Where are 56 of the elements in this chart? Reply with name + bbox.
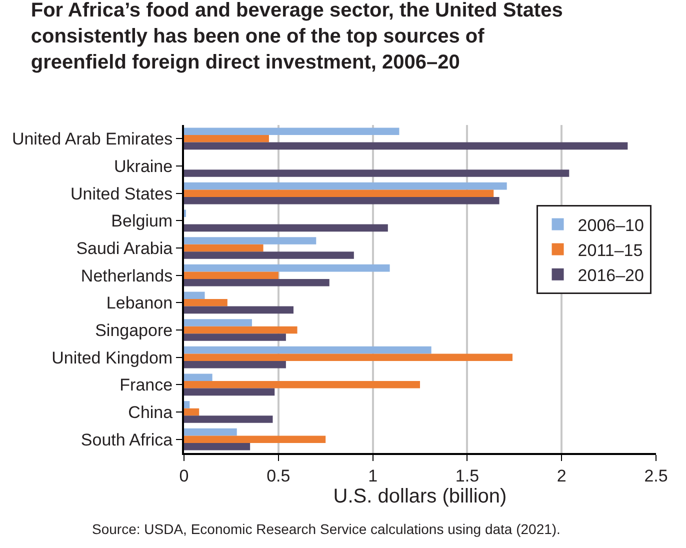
x-tick-label: 1.5 xyxy=(455,466,480,486)
y-tick-label: South Africa xyxy=(80,430,174,450)
x-tick-label: 0 xyxy=(179,466,189,486)
y-tick-label: China xyxy=(128,402,174,422)
y-tick-label: Saudi Arabia xyxy=(76,238,174,258)
y-tick-label: United States xyxy=(70,184,173,204)
bar xyxy=(184,360,286,368)
bar xyxy=(184,442,250,450)
bar xyxy=(184,237,316,244)
bar xyxy=(184,224,388,232)
x-tick-label: 2 xyxy=(556,466,566,486)
bar xyxy=(184,128,400,136)
bar xyxy=(184,142,628,150)
bar xyxy=(184,346,432,354)
x-tick-label: 0.5 xyxy=(266,466,290,486)
x-tick-label: 2.5 xyxy=(644,466,668,486)
bar xyxy=(184,292,205,300)
y-tick-label: Netherlands xyxy=(80,266,173,286)
y-tick-label: Singapore xyxy=(95,320,173,340)
bar xyxy=(184,319,252,326)
bar xyxy=(184,170,570,177)
bar xyxy=(184,408,200,416)
bar xyxy=(184,190,494,197)
bar xyxy=(184,135,269,142)
bar xyxy=(184,388,275,396)
legend-label: 2016–20 xyxy=(578,266,644,286)
chart-title: For Africa’s food and beverage sector, the United States consistently has been one of the top sources of greenfield foreign direct investment, 2006–20 xyxy=(30,0,563,74)
y-tick-label: France xyxy=(120,376,173,395)
x-tick-label: 1 xyxy=(368,466,378,486)
bar xyxy=(184,299,228,306)
bar xyxy=(184,326,298,334)
y-tick-label: United Kingdom xyxy=(52,348,173,368)
legend-label: 2011–15 xyxy=(578,240,643,260)
y-tick-label: United Arab Emirates xyxy=(12,130,173,149)
bar xyxy=(184,196,500,204)
y-tick-label: Belgium xyxy=(111,212,173,231)
bar xyxy=(184,416,273,423)
bar xyxy=(184,381,420,388)
y-tick-label: Lebanon xyxy=(106,294,173,313)
bar xyxy=(184,354,513,361)
bar xyxy=(184,401,190,408)
bar xyxy=(184,428,237,436)
source-note: Source: USDA, Economic Research Service calculations using data (2021). xyxy=(92,521,560,537)
bar xyxy=(184,264,390,272)
bar xyxy=(184,244,264,252)
bar xyxy=(184,306,294,314)
bar xyxy=(184,436,326,443)
bar xyxy=(184,374,212,382)
bar xyxy=(184,278,330,286)
bar xyxy=(184,252,354,259)
x-axis-title: U.S. dollars (billion) xyxy=(333,485,507,508)
bar xyxy=(184,182,507,190)
y-tick-label: Ukraine xyxy=(114,156,173,176)
bar xyxy=(184,334,286,341)
legend-label: 2006–10 xyxy=(578,216,644,235)
bar xyxy=(184,272,278,279)
